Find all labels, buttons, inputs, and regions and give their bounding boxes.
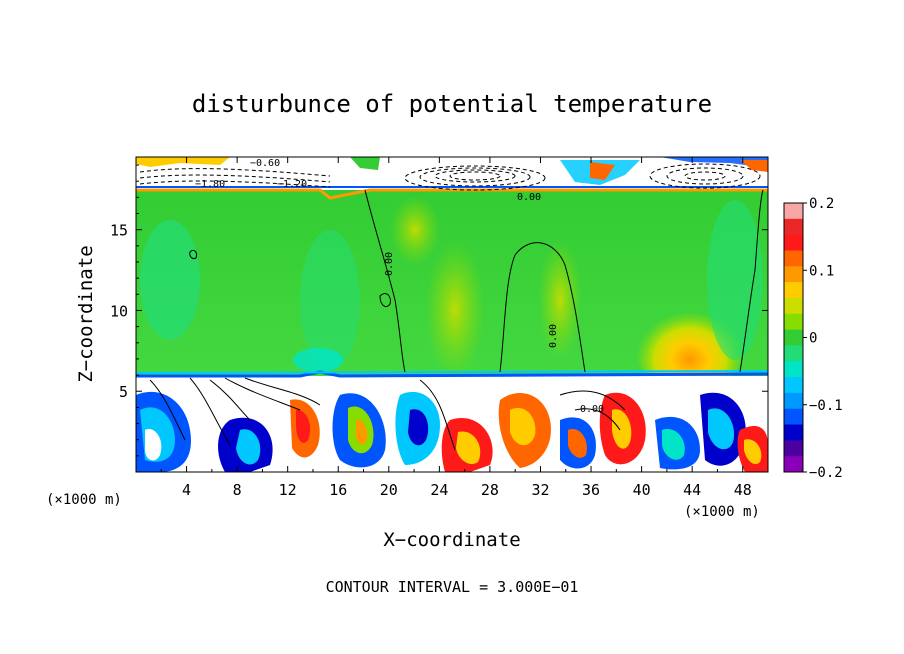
cool-anomaly-1 xyxy=(140,220,200,340)
plot-area: −0.60 −1.80 −1.20 0.00 0.00 0.00 0.00 xyxy=(136,157,768,472)
upper-band-field xyxy=(136,157,768,190)
colorbar: 0.2 0.1 0 −0.1 −0.2 xyxy=(783,196,843,481)
upper-color-fringe-2 xyxy=(350,157,380,170)
x-tick-label-11: 48 xyxy=(734,481,752,499)
colorbar-label-1: 0.1 xyxy=(809,263,834,279)
colorbar-label-3: −0.1 xyxy=(809,398,843,414)
colorbar-swatch-15 xyxy=(784,440,803,457)
x-tick-label-10: 44 xyxy=(683,481,701,499)
contour-label-6: 0.00 xyxy=(548,324,559,348)
contour-label-2: −1.80 xyxy=(195,179,225,190)
colorbar-label-2: 0 xyxy=(809,331,817,347)
contour-label-5: 0.00 xyxy=(384,252,395,276)
upper-band-edge xyxy=(136,188,768,200)
cool-anomaly-2 xyxy=(300,230,360,370)
lower-band-cells xyxy=(136,391,768,472)
light-anomaly-2 xyxy=(390,195,440,265)
x-tick-label-7: 32 xyxy=(531,481,549,499)
x-tick-label-1: 8 xyxy=(233,481,242,499)
x-tick-label-6: 28 xyxy=(481,481,499,499)
colorbar-swatch-0 xyxy=(784,203,803,220)
light-anomaly-3 xyxy=(538,240,582,360)
y-axis-label: Z−coordinate xyxy=(75,245,97,382)
y-tick-label-1: 10 xyxy=(110,302,128,320)
x-tick-label-3: 16 xyxy=(329,481,347,499)
colorbar-swatch-3 xyxy=(784,250,803,267)
upper-color-fringe-4 xyxy=(590,162,615,180)
y-axis: 5 10 15 xyxy=(110,164,768,457)
x-tick-label-9: 40 xyxy=(633,481,651,499)
colorbar-swatch-2 xyxy=(784,234,803,251)
colorbar-label-4: −0.2 xyxy=(809,465,843,481)
x-tick-label-4: 20 xyxy=(380,481,398,499)
x-unit-right: (×1000 m) xyxy=(684,504,760,520)
colorbar-swatch-8 xyxy=(784,329,803,346)
upper-color-fringe-6 xyxy=(740,160,768,172)
colorbar-swatch-13 xyxy=(784,408,803,426)
colorbar-label-0: 0.2 xyxy=(809,196,834,212)
upper-color-fringe xyxy=(136,157,230,167)
y-tick-label-0: 5 xyxy=(119,383,128,401)
lower-band-edge-cyan xyxy=(136,370,768,374)
x-tick-label-5: 24 xyxy=(430,481,448,499)
contour-label-7: 0.00 xyxy=(580,404,604,415)
light-anomaly-1 xyxy=(425,240,485,380)
contour-label-4: 0.00 xyxy=(517,192,541,203)
colorbar-swatch-10 xyxy=(784,361,803,378)
plot-frame xyxy=(135,156,769,473)
colorbar-swatch-4 xyxy=(784,266,803,283)
x-tick-label-8: 36 xyxy=(582,481,600,499)
contour-lines xyxy=(139,163,764,451)
colorbar-swatch-11 xyxy=(784,377,803,394)
colorbar-swatch-16 xyxy=(784,456,803,473)
cyan-patch xyxy=(293,348,343,372)
colorbar-swatch-7 xyxy=(784,313,803,331)
x-tick-label-0: 4 xyxy=(182,481,191,499)
contour-interval-note: CONTOUR INTERVAL = 3.000E−01 xyxy=(326,578,579,596)
y-tick-label-2: 15 xyxy=(110,222,128,240)
colorbar-swatch-14 xyxy=(784,424,803,441)
x-axis-label: X−coordinate xyxy=(383,529,520,551)
chart-title: disturbunce of potential temperature xyxy=(192,90,712,118)
colorbar-swatch-6 xyxy=(784,297,803,315)
colorbar-swatch-12 xyxy=(784,392,803,410)
x-axis: 4 8 12 16 20 24 28 32 36 40 44 48 xyxy=(160,157,752,499)
contour-label-3: −1.20 xyxy=(277,179,307,190)
colorbar-swatch-9 xyxy=(784,345,803,362)
x-tick-label-2: 12 xyxy=(279,481,297,499)
cool-anomaly-3 xyxy=(707,200,763,360)
contour-label-1: −0.60 xyxy=(250,158,280,169)
colorbar-swatch-5 xyxy=(784,282,803,299)
upper-color-fringe-5 xyxy=(660,157,768,168)
colorbar-swatch-1 xyxy=(784,218,803,236)
x-unit-left: (×1000 m) xyxy=(46,492,122,508)
